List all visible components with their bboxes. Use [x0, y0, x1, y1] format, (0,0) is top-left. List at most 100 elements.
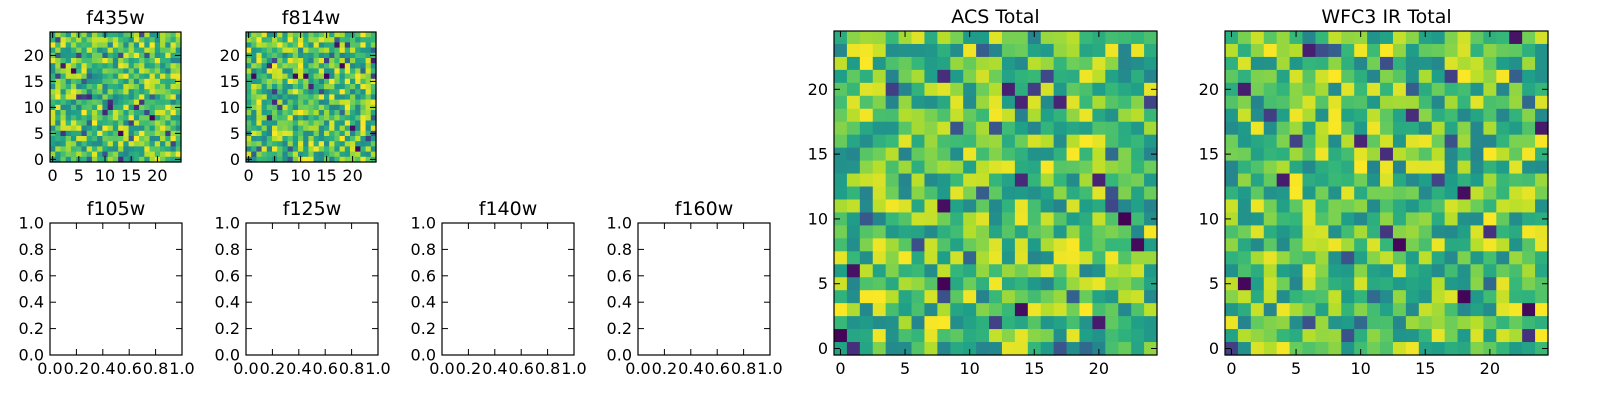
heatmap-cell	[339, 136, 346, 142]
heatmap-cell	[261, 151, 268, 158]
heatmap-cell	[60, 94, 67, 101]
heatmap-cell	[834, 108, 848, 123]
heatmap-cell	[1118, 43, 1132, 58]
heatmap-cell	[1470, 212, 1484, 226]
heatmap-cell	[976, 108, 990, 123]
y-tick-label: 0.4	[607, 293, 632, 312]
heatmap-cell	[339, 156, 346, 163]
heatmap-cell	[65, 84, 72, 90]
x-tick-label: 0	[835, 359, 845, 378]
heatmap-cell	[1289, 329, 1304, 343]
heatmap-cell	[1431, 121, 1446, 136]
heatmap-cell	[123, 136, 130, 142]
heatmap-cell	[102, 63, 109, 69]
heatmap-cell	[303, 68, 309, 75]
heatmap-cell	[1328, 108, 1342, 123]
heatmap-cell	[160, 63, 166, 69]
heatmap-cell	[834, 69, 848, 84]
heatmap-cell	[107, 42, 114, 49]
heatmap-cell	[86, 63, 93, 69]
heatmap-cell	[266, 115, 273, 121]
heatmap-cell	[277, 32, 283, 38]
heatmap-cell	[65, 151, 72, 158]
heatmap-cell	[1367, 31, 1381, 45]
heatmap-cell	[287, 130, 294, 137]
x-tick-label: 1.0	[757, 359, 782, 378]
heatmap-cell	[1105, 225, 1119, 239]
heatmap-cell	[859, 225, 874, 239]
heatmap-cell	[1418, 43, 1433, 58]
heatmap-cell	[1040, 82, 1055, 97]
heatmap-cell	[86, 37, 93, 43]
heatmap-cell	[1354, 342, 1368, 356]
heatmap-cell	[1040, 121, 1055, 136]
heatmap-cell	[1509, 342, 1523, 356]
heatmap-cell	[91, 52, 98, 59]
heatmap-cell	[1418, 277, 1433, 291]
heatmap-cell	[251, 151, 257, 158]
heatmap-cell	[118, 52, 124, 59]
heatmap-cell	[1457, 82, 1472, 97]
heatmap-cell	[937, 264, 951, 278]
heatmap-cell	[81, 125, 88, 132]
y-tick-label: 1.0	[607, 214, 632, 233]
heatmap-cell	[370, 37, 377, 43]
heatmap-cell	[55, 136, 62, 142]
heatmap-cell	[60, 42, 67, 49]
heatmap-cell	[834, 303, 848, 317]
heatmap-cell	[976, 69, 990, 84]
heatmap-cell	[1237, 199, 1252, 214]
heatmap-cell	[370, 141, 377, 147]
heatmap-cell	[1341, 329, 1355, 343]
heatmap-cell	[112, 52, 119, 59]
heatmap-cell	[846, 316, 861, 330]
heatmap-cell	[149, 156, 156, 163]
heatmap-cell	[318, 99, 325, 106]
heatmap-cell	[355, 63, 361, 69]
heatmap-cell	[112, 63, 119, 69]
heatmap-cell	[898, 264, 913, 278]
heatmap-cell	[308, 37, 315, 43]
heatmap-cell	[1276, 43, 1291, 58]
heatmap-cell	[1328, 186, 1342, 201]
heatmap-cell	[334, 84, 341, 90]
heatmap-cell	[292, 130, 299, 137]
heatmap-cell	[55, 89, 62, 95]
heatmap-cell	[1392, 108, 1407, 123]
heatmap-cell	[292, 104, 299, 111]
heatmap-cell	[1040, 251, 1055, 265]
heatmap-cell	[1250, 82, 1265, 97]
heatmap-cell	[261, 120, 268, 127]
heatmap-cell	[313, 136, 320, 142]
heatmap-cell	[175, 68, 182, 75]
heatmap-cell	[118, 141, 124, 147]
heatmap-cell	[1522, 95, 1536, 110]
heatmap-cell	[334, 78, 341, 85]
heatmap-cell	[360, 120, 367, 127]
heatmap-cell	[1001, 82, 1016, 97]
heatmap-cell	[175, 73, 182, 80]
heatmap-cell	[1444, 147, 1459, 162]
heatmap-cell	[50, 120, 56, 127]
heatmap-cell	[1131, 69, 1145, 84]
heatmap-cell	[298, 130, 304, 137]
heatmap-cell	[911, 134, 926, 149]
heatmap-cell	[1289, 43, 1304, 58]
heatmap-cell	[76, 63, 83, 69]
heatmap-cell	[81, 146, 88, 153]
heatmap-cell	[1431, 225, 1446, 239]
heatmap-cell	[1457, 160, 1472, 175]
heatmap-cell	[937, 147, 951, 162]
heatmap-cell	[175, 58, 182, 64]
heatmap-cell	[292, 146, 299, 153]
heatmap-cell	[324, 58, 330, 64]
heatmap-cell	[102, 47, 109, 54]
heatmap-cell	[1328, 212, 1342, 226]
heatmap-cell	[70, 125, 77, 132]
heatmap-cell	[76, 78, 83, 85]
heatmap-cell	[329, 32, 335, 38]
heatmap-cell	[1105, 329, 1119, 343]
heatmap-cell	[282, 73, 289, 80]
heatmap-cell	[251, 130, 257, 137]
heatmap-cell	[1483, 251, 1497, 265]
